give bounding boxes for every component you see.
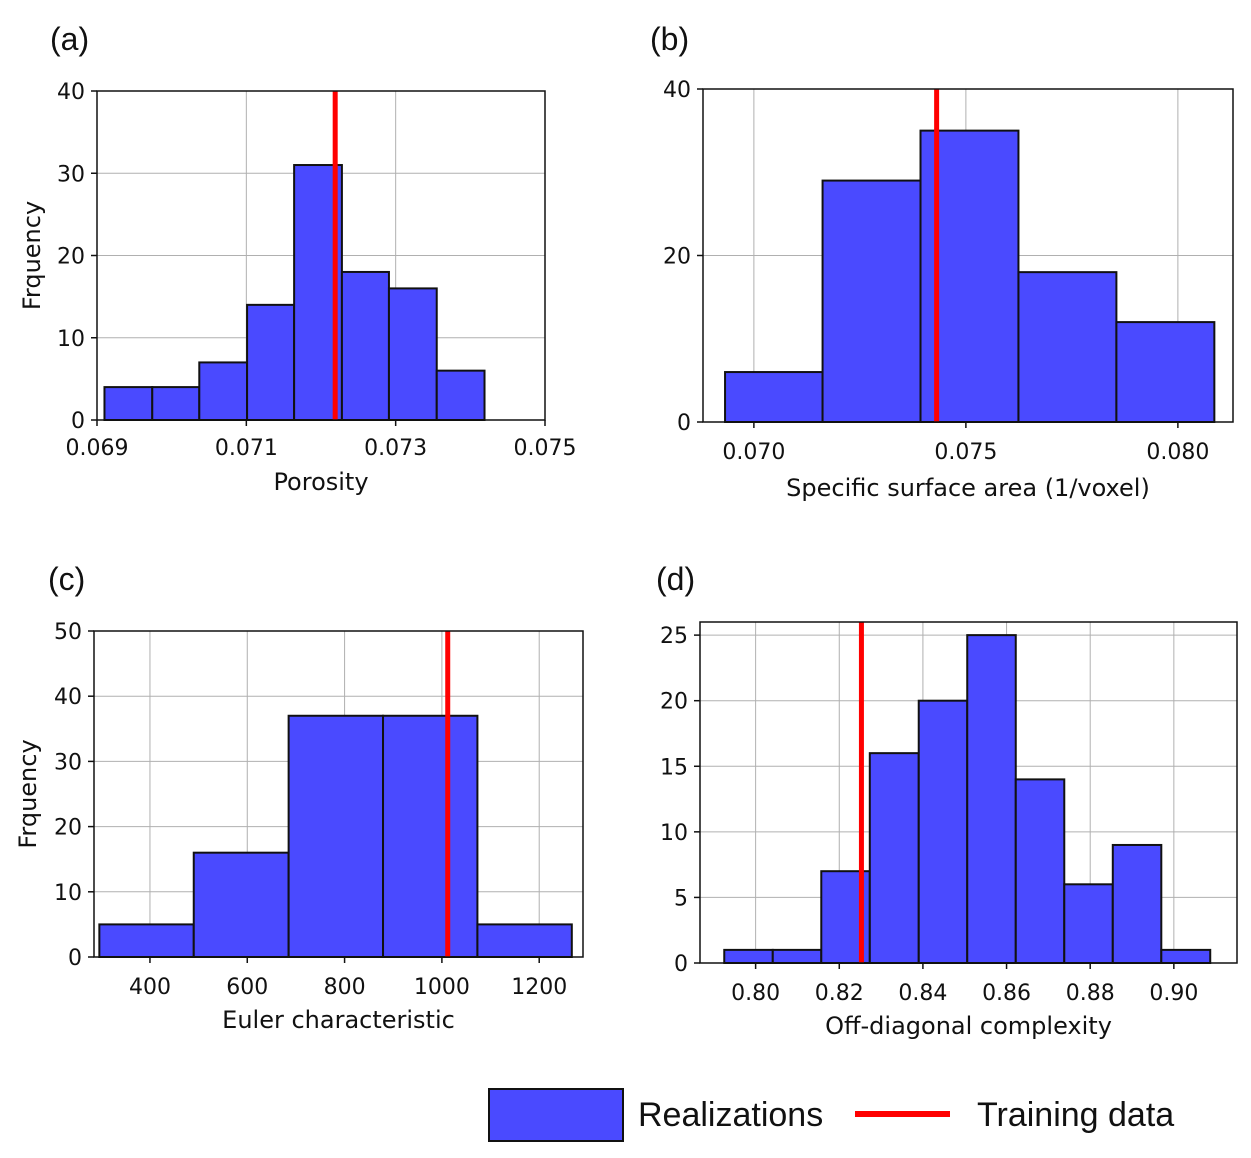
y-tick-label: 40 (54, 685, 82, 710)
y-tick-label: 0 (677, 411, 691, 436)
y-tick-label: 0 (71, 409, 85, 434)
y-tick-label: 40 (663, 78, 691, 103)
histogram-bar (917, 699, 969, 964)
x-axis-label: Off-diagonal complexity (825, 1012, 1112, 1040)
histogram-bar (198, 361, 249, 421)
panel-label: (b) (650, 21, 689, 57)
histogram-bar (103, 386, 154, 422)
x-tick-label: 800 (324, 975, 366, 1000)
y-tick-label: 50 (54, 620, 82, 645)
histogram-bar (476, 923, 573, 959)
histogram-bar (868, 752, 920, 965)
y-tick-label: 20 (660, 690, 688, 715)
x-tick-label: 1200 (511, 975, 567, 1000)
y-tick-label: 0 (674, 952, 688, 977)
y-tick-label: 10 (57, 327, 85, 352)
y-tick-label: 30 (54, 750, 82, 775)
y-tick-label: 20 (57, 245, 85, 270)
x-tick-label: 400 (129, 975, 171, 1000)
y-tick-label: 40 (57, 80, 85, 105)
legend-realizations-label: Realizations (638, 1096, 823, 1134)
histogram-bar (966, 634, 1017, 964)
histogram-bar (1115, 321, 1216, 424)
histogram-bar (1063, 883, 1114, 964)
histogram-bar (771, 948, 823, 965)
legend: Realizations Training data (488, 1088, 1174, 1142)
histogram-bar (98, 923, 195, 959)
panel-a: (a) 0.069 0.071 0.073 0.075 0 10 20 30 40 Porosity… (18, 21, 576, 496)
panel-label: (d) (656, 561, 695, 597)
x-tick-label: 0.90 (1149, 981, 1198, 1006)
histogram-bar (1014, 778, 1066, 965)
axes-frame (93, 630, 584, 958)
y-tick-label: 5 (674, 886, 688, 911)
x-tick-label: 0.88 (1066, 981, 1115, 1006)
histogram-bar (1017, 271, 1118, 423)
y-tick-label: 10 (660, 821, 688, 846)
x-tick-label: 0.070 (722, 440, 785, 465)
y-tick-label: 20 (663, 245, 691, 270)
x-axis-label: Specific surface area (1/voxel) (786, 474, 1150, 502)
x-axis-label: Porosity (273, 468, 368, 496)
histogram-bar (387, 287, 438, 421)
histogram-bar (821, 179, 922, 423)
x-tick-label: 0.86 (982, 981, 1031, 1006)
x-tick-label: 0.075 (514, 436, 577, 461)
histogram-bar (151, 386, 201, 422)
x-tick-label: 0.080 (1146, 440, 1209, 465)
histogram-bar (724, 371, 824, 423)
x-tick-label: 0.80 (731, 981, 780, 1006)
histogram-bar (723, 948, 774, 965)
legend-training-label: Training data (977, 1096, 1174, 1134)
x-tick-label: 0.82 (815, 981, 864, 1006)
histogram-bar (192, 851, 290, 958)
histogram-bar (435, 369, 486, 421)
x-tick-label: 1000 (414, 975, 470, 1000)
histogram-bar (1111, 843, 1163, 965)
y-tick-label: 10 (54, 881, 82, 906)
y-axis-label: Frquency (18, 201, 46, 310)
histogram-bar (287, 714, 385, 959)
histogram-bar (382, 714, 479, 959)
histogram-bar (246, 303, 296, 422)
panel-label: (c) (48, 561, 85, 597)
y-tick-label: 20 (54, 816, 82, 841)
x-tick-label: 0.84 (898, 981, 947, 1006)
x-axis-label: Euler characteristic (222, 1006, 455, 1034)
x-tick-label: 0.069 (66, 436, 129, 461)
y-tick-label: 0 (68, 946, 82, 971)
x-tick-label: 0.075 (934, 440, 997, 465)
panel-label: (a) (50, 21, 89, 57)
x-tick-label: 0.071 (215, 436, 278, 461)
y-tick-label: 25 (660, 624, 688, 649)
panel-d: (d) 0.80 0.82 0.84 0.86 0.88 0.90 0 5 10 15 20 25 Off… (656, 561, 1238, 1040)
panel-c: (c) 400 600 800 1000 1200 0 10 20 30 40 50 Euler cha… (14, 561, 584, 1034)
axes-frame (699, 621, 1238, 964)
y-tick-label: 30 (57, 162, 85, 187)
y-tick-label: 15 (660, 755, 688, 780)
legend-realizations-swatch (488, 1088, 624, 1142)
x-tick-label: 0.073 (364, 436, 427, 461)
x-tick-label: 600 (226, 975, 268, 1000)
histogram-bar (340, 270, 390, 422)
histogram-bar (1160, 948, 1212, 965)
y-axis-label: Frquency (14, 739, 42, 848)
panel-b: (b) 0.070 0.075 0.080 0 20 40 Specific surface … (650, 21, 1234, 502)
